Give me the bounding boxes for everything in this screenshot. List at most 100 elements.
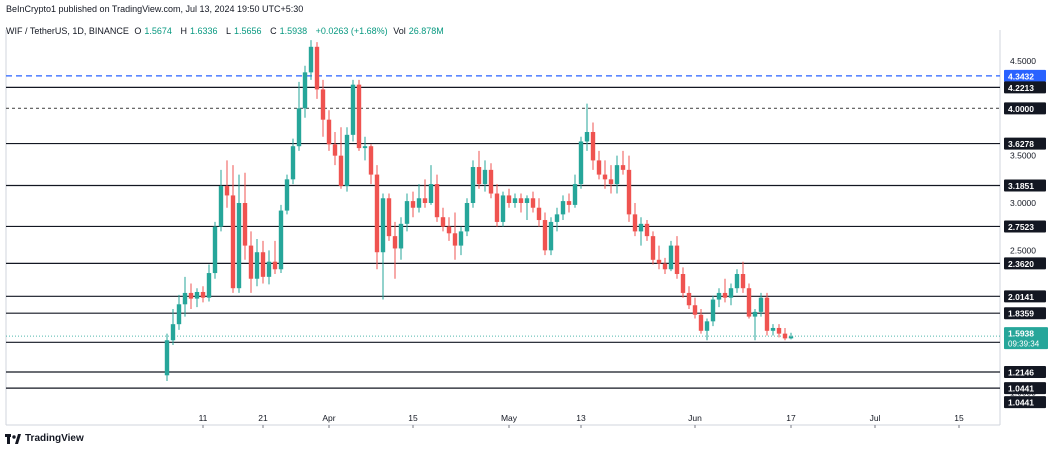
symbol-label[interactable]: WIF / TetherUS, 1D, BINANCE xyxy=(6,26,129,36)
candle-body xyxy=(452,233,458,246)
candle-body xyxy=(536,207,542,221)
x-tick-label: 15 xyxy=(954,413,964,423)
high-value: 1.6336 xyxy=(189,26,218,36)
candle-body xyxy=(422,198,428,203)
candle-body xyxy=(662,263,668,270)
level-label: 4.2213 xyxy=(1008,83,1034,93)
level-label-box xyxy=(1004,290,1046,303)
candle-body xyxy=(572,184,578,205)
candle-body xyxy=(740,274,746,289)
candle-body xyxy=(380,198,386,253)
close-value: 1.5938 xyxy=(279,26,308,36)
level-label: 2.3620 xyxy=(1008,259,1034,269)
level-label: 1.8359 xyxy=(1008,309,1034,319)
candle-body xyxy=(530,198,536,208)
y-tick-label: 4.5000 xyxy=(1010,56,1036,66)
candle-body xyxy=(590,132,596,161)
candle-body xyxy=(626,169,632,215)
x-tick-label: 11 xyxy=(199,413,208,423)
candle-body xyxy=(668,245,674,270)
countdown-label: 09:39:34 xyxy=(1008,340,1040,349)
current-price-box xyxy=(1004,327,1048,350)
level-label: 4.0000 xyxy=(1008,104,1034,114)
candle-body xyxy=(230,195,236,289)
candle-body xyxy=(410,201,416,208)
candle-body xyxy=(332,144,338,156)
candle-body xyxy=(686,292,692,306)
candle-body xyxy=(242,203,248,246)
x-tick-label: 13 xyxy=(576,413,586,423)
x-tick-label: May xyxy=(501,413,518,423)
candle-body xyxy=(608,179,614,185)
candle-body xyxy=(218,185,224,227)
level-label-box xyxy=(1004,307,1046,320)
candle-body xyxy=(674,245,680,274)
candle-body xyxy=(512,198,518,203)
candle-body xyxy=(788,336,794,339)
candle-body xyxy=(386,198,392,237)
level-label: 1.2146 xyxy=(1008,368,1034,378)
low-label: L xyxy=(226,26,232,36)
candle-body xyxy=(698,314,704,331)
candle-body xyxy=(554,214,560,222)
candle-body xyxy=(314,46,320,90)
level-label: 3.1851 xyxy=(1008,181,1034,191)
low-value: 1.5656 xyxy=(234,26,262,36)
candle-body xyxy=(278,210,284,270)
level-label: 2.7523 xyxy=(1008,222,1034,232)
x-tick-label: Apr xyxy=(322,413,335,423)
high-label: H xyxy=(180,26,187,36)
candle-body xyxy=(614,165,620,185)
candle-body xyxy=(254,252,260,279)
candle-body xyxy=(560,201,566,215)
level-label: 1.0441 xyxy=(1008,384,1034,394)
candle-body xyxy=(752,311,758,317)
candle-body xyxy=(476,167,482,185)
close-label: C xyxy=(270,26,277,36)
candle-body xyxy=(170,324,176,341)
legend-row: WIF / TetherUS, 1D, BINANCE O 1.5674 H 1.6… xyxy=(6,26,450,36)
candle-body xyxy=(350,84,356,135)
x-tick-label: Jul xyxy=(870,413,881,423)
candle-body xyxy=(692,305,698,315)
level-label-box xyxy=(1004,137,1046,150)
candle-body xyxy=(404,201,410,224)
level-label: 3.6278 xyxy=(1008,139,1034,149)
candle-body xyxy=(596,160,602,175)
level-label-box xyxy=(1004,69,1046,82)
level-label-box xyxy=(1004,81,1046,94)
candle-body xyxy=(206,273,212,298)
candle-body xyxy=(746,288,752,317)
candle-body xyxy=(392,236,398,249)
candle-body xyxy=(260,252,266,277)
publisher-line: BeInCrypto1 published on TradingView.com… xyxy=(6,4,304,14)
candle-body xyxy=(290,146,296,180)
candle-body xyxy=(758,297,764,312)
candle-body xyxy=(470,167,476,203)
candle-body xyxy=(284,179,290,211)
candle-body xyxy=(602,174,608,180)
candle-body xyxy=(542,220,548,251)
candle-body xyxy=(494,193,500,222)
candle-body xyxy=(182,292,188,305)
level-label-box xyxy=(1004,366,1046,379)
candle-body xyxy=(446,226,452,234)
candle-body xyxy=(482,169,488,185)
candle-body xyxy=(458,231,464,246)
open-label: O xyxy=(134,26,142,36)
candle-body xyxy=(566,201,572,205)
y-tick-label: 3.0000 xyxy=(1010,198,1036,208)
candle-body xyxy=(518,198,524,203)
candle-body xyxy=(716,292,722,300)
y-tick-label: 2.5000 xyxy=(1010,245,1036,255)
candle-body xyxy=(176,304,182,325)
candle-body xyxy=(302,72,308,109)
x-tick-label: 21 xyxy=(258,413,268,423)
extra-level-label: 1.0441 xyxy=(1008,398,1034,408)
tradingview-brand[interactable]: TradingView xyxy=(5,433,84,444)
extra-level-label-box xyxy=(1004,396,1046,409)
candle-body xyxy=(194,291,200,299)
candle-body xyxy=(434,184,440,218)
open-value: 1.5674 xyxy=(144,26,172,36)
